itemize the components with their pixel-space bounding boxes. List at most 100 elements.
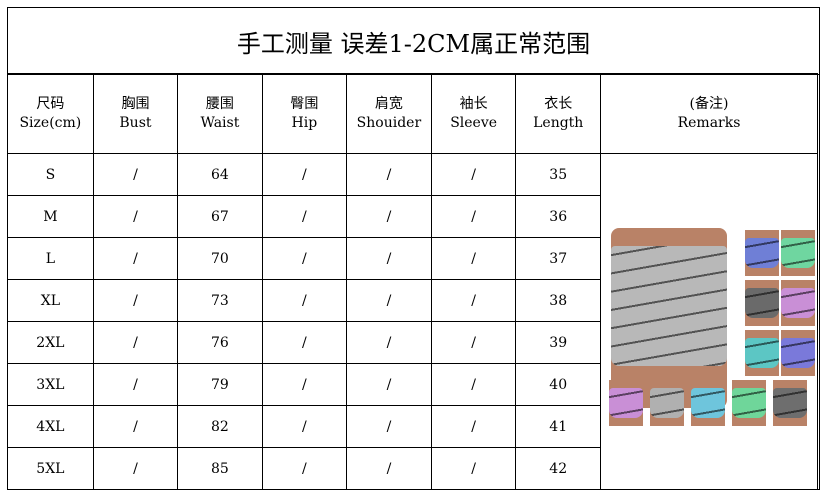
- header-bust-cn: 胸围: [121, 95, 150, 112]
- cell-size: 4XL: [7, 405, 94, 448]
- cell-waist: 64: [177, 153, 263, 196]
- cell-sleeve: /: [430, 195, 517, 238]
- header-waist: 腰围 Waist: [177, 73, 263, 154]
- cell-sleeve: /: [430, 363, 517, 406]
- cell-shoulder: /: [346, 405, 432, 448]
- cell-waist: 70: [177, 237, 263, 280]
- shorts-variant: [650, 387, 685, 418]
- cell-shoulder: /: [346, 321, 432, 364]
- cell-bust: /: [92, 153, 179, 196]
- cell-bust: /: [92, 195, 179, 238]
- shorts-main: [611, 245, 728, 366]
- cell-hip: /: [261, 279, 348, 322]
- cell-length: 38: [515, 279, 602, 322]
- header-size-en: Size(cm): [19, 114, 82, 131]
- cell-length: 42: [515, 447, 602, 490]
- shorts-variant: [773, 387, 808, 418]
- cell-sleeve: /: [430, 153, 517, 196]
- shorts-variant: [732, 387, 767, 418]
- cell-shoulder: /: [346, 153, 432, 196]
- header-hip-en: Hip: [291, 114, 318, 131]
- table-row: M/67///36: [7, 195, 818, 238]
- header-remarks-en: Remarks: [677, 114, 741, 131]
- header-length-en: Length: [533, 114, 584, 131]
- table-row: 2XL/76///39: [7, 321, 818, 364]
- product-image-shorts: [605, 218, 816, 426]
- shorts-variant: [609, 387, 644, 418]
- cell-size: M: [7, 195, 94, 238]
- header-waist-cn: 腰围: [205, 95, 234, 112]
- table-row: 3XL/79///40: [7, 363, 818, 406]
- cell-shoulder: /: [346, 237, 432, 280]
- cell-hip: /: [261, 321, 348, 364]
- cell-shoulder: /: [346, 195, 432, 238]
- header-waist-en: Waist: [200, 114, 240, 131]
- cell-bust: /: [92, 237, 179, 280]
- cell-bust: /: [92, 321, 179, 364]
- cell-size: 5XL: [7, 447, 94, 490]
- header-bust-en: Bust: [119, 114, 152, 131]
- cell-size: 3XL: [7, 363, 94, 406]
- shorts-variant: [745, 237, 780, 268]
- cell-hip: /: [261, 237, 348, 280]
- cell-hip: /: [261, 405, 348, 448]
- cell-length: 41: [515, 405, 602, 448]
- cell-size: XL: [7, 279, 94, 322]
- cell-bust: /: [92, 279, 179, 322]
- cell-shoulder: /: [346, 279, 432, 322]
- chart-title: 手工测量 误差1-2CM属正常范围: [8, 8, 819, 75]
- size-chart: 手工测量 误差1-2CM属正常范围 尺码 Size(cm) 胸围 Bust 腰围 Wais…: [7, 7, 820, 490]
- header-size: 尺码 Size(cm): [7, 73, 94, 154]
- cell-length: 37: [515, 237, 602, 280]
- cell-waist: 79: [177, 363, 263, 406]
- shorts-variant: [781, 287, 816, 318]
- cell-waist: 76: [177, 321, 263, 364]
- shorts-variant: [745, 287, 780, 318]
- cell-sleeve: /: [430, 237, 517, 280]
- cell-sleeve: /: [430, 321, 517, 364]
- cell-shoulder: /: [346, 447, 432, 490]
- size-table: 尺码 Size(cm) 胸围 Bust 腰围 Waist 臀围 Hip 肩宽 Shouider 袖长…: [7, 73, 818, 490]
- cell-hip: /: [261, 447, 348, 490]
- cell-sleeve: /: [430, 279, 517, 322]
- header-hip-cn: 臀围: [290, 95, 319, 112]
- cell-bust: /: [92, 363, 179, 406]
- header-sleeve-cn: 袖长: [459, 95, 488, 112]
- cell-shoulder: /: [346, 363, 432, 406]
- cell-waist: 82: [177, 405, 263, 448]
- header-row: 尺码 Size(cm) 胸围 Bust 腰围 Waist 臀围 Hip 肩宽 Shouider 袖长…: [7, 73, 818, 154]
- cell-waist: 67: [177, 195, 263, 238]
- header-hip: 臀围 Hip: [261, 73, 348, 154]
- cell-length: 39: [515, 321, 602, 364]
- header-shoulder-cn: 肩宽: [374, 95, 403, 112]
- cell-size: S: [7, 153, 94, 196]
- cell-hip: /: [261, 363, 348, 406]
- table-row: 5XL/85///42: [7, 447, 818, 490]
- shorts-variant: [691, 387, 726, 418]
- cell-hip: /: [261, 195, 348, 238]
- remarks-cell: [600, 153, 818, 490]
- cell-waist: 73: [177, 279, 263, 322]
- header-bust: 胸围 Bust: [92, 73, 179, 154]
- header-remarks-cn: (备注): [689, 95, 729, 112]
- cell-bust: /: [92, 405, 179, 448]
- cell-length: 35: [515, 153, 602, 196]
- header-shoulder: 肩宽 Shouider: [346, 73, 432, 154]
- cell-hip: /: [261, 153, 348, 196]
- cell-sleeve: /: [430, 405, 517, 448]
- header-length: 衣长 Length: [515, 73, 602, 154]
- cell-sleeve: /: [430, 447, 517, 490]
- shorts-variant: [745, 337, 780, 368]
- cell-bust: /: [92, 447, 179, 490]
- header-sleeve-en: Sleeve: [450, 114, 498, 131]
- header-remarks: (备注) Remarks: [600, 73, 818, 154]
- header-size-cn: 尺码: [36, 95, 65, 112]
- header-length-cn: 衣长: [544, 95, 573, 112]
- shorts-variant: [781, 337, 816, 368]
- table-row: 4XL/82///41: [7, 405, 818, 448]
- cell-length: 40: [515, 363, 602, 406]
- header-shoulder-en: Shouider: [356, 114, 422, 131]
- cell-size: 2XL: [7, 321, 94, 364]
- cell-size: L: [7, 237, 94, 280]
- cell-waist: 85: [177, 447, 263, 490]
